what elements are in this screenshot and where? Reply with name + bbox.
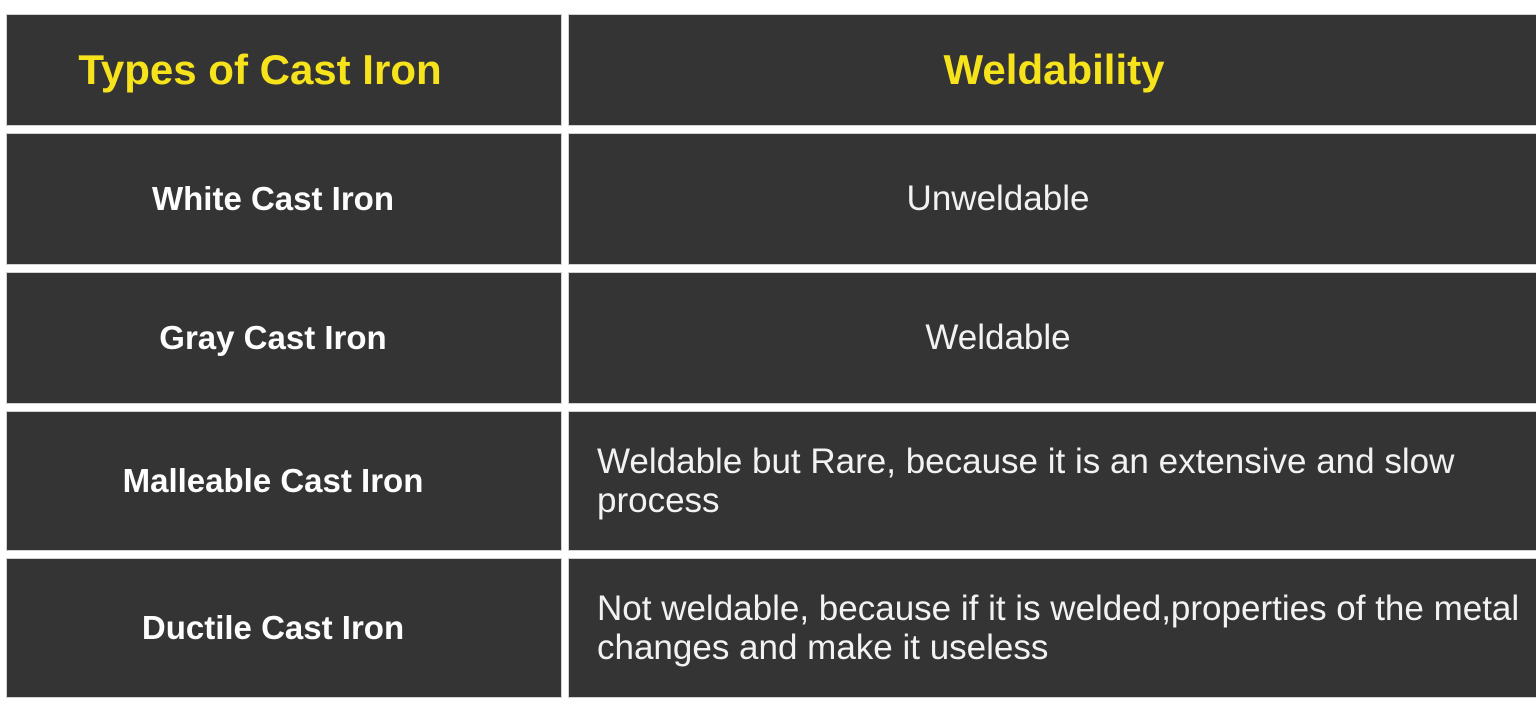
cell-type-gray-cast-iron: Gray Cast Iron	[6, 272, 562, 404]
header-label-types-of-cast-iron: Types of Cast Iron	[78, 45, 442, 93]
cell-type-malleable-cast-iron: Malleable Cast Iron	[6, 411, 562, 551]
cell-weldability-malleable-cast-iron: Weldable but Rare, because it is an exte…	[568, 411, 1536, 551]
type-label-white-cast-iron: White Cast Iron	[151, 179, 394, 217]
weldability-value-gray-cast-iron: Weldable	[925, 318, 1071, 358]
table-row: Ductile Cast Iron Not weldable, because …	[6, 558, 1536, 698]
header-cell-types-of-cast-iron: Types of Cast Iron	[6, 14, 562, 126]
cell-weldability-ductile-cast-iron: Not weldable, because if it is welded,pr…	[568, 558, 1536, 698]
header-cell-weldability: Weldability	[568, 14, 1536, 126]
cell-type-white-cast-iron: White Cast Iron	[6, 133, 562, 265]
type-label-ductile-cast-iron: Ductile Cast Iron	[141, 608, 405, 646]
cell-type-ductile-cast-iron: Ductile Cast Iron	[6, 558, 562, 698]
table-row: Malleable Cast Iron Weldable but Rare, b…	[6, 411, 1536, 551]
type-label-gray-cast-iron: Gray Cast Iron	[159, 318, 387, 356]
weldability-value-white-cast-iron: Unweldable	[906, 179, 1090, 219]
table-row: Gray Cast Iron Weldable	[6, 272, 1536, 404]
cell-weldability-white-cast-iron: Unweldable	[568, 133, 1536, 265]
weldability-value-ductile-cast-iron: Not weldable, because if it is welded,pr…	[597, 588, 1520, 667]
type-label-malleable-cast-iron: Malleable Cast Iron	[122, 461, 424, 499]
cell-weldability-gray-cast-iron: Weldable	[568, 272, 1536, 404]
header-label-weldability: Weldability	[943, 45, 1165, 93]
table-header-row-cells: Types of Cast Iron Weldability	[6, 14, 1536, 126]
cast-iron-weldability-table-container: Types of Cast Iron Weldability White Cas…	[6, 14, 1536, 698]
weldability-value-malleable-cast-iron: Weldable but Rare, because it is an exte…	[597, 441, 1455, 520]
table-row: White Cast Iron Unweldable	[6, 133, 1536, 265]
